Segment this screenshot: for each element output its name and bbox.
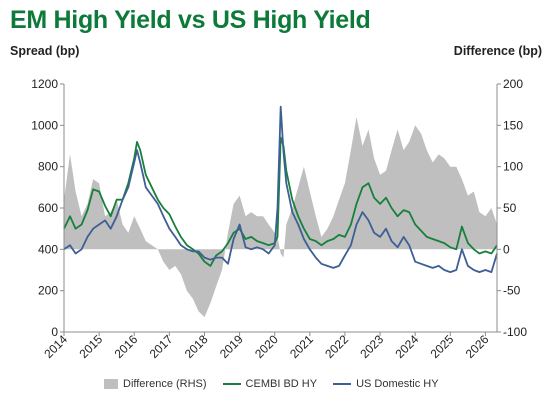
right-tick-label: 200 bbox=[503, 77, 523, 91]
x-tick-label: 2019 bbox=[217, 332, 246, 361]
x-tick-label: 2018 bbox=[182, 332, 211, 361]
x-tick-label: 2022 bbox=[322, 332, 351, 361]
right-tick-label: -100 bbox=[503, 325, 527, 339]
legend-item-cembi: CEMBI BD HY bbox=[222, 378, 318, 390]
right-tick-label: 50 bbox=[503, 201, 517, 215]
x-tick-label: 2023 bbox=[357, 332, 386, 361]
left-tick-label: 1200 bbox=[31, 77, 58, 91]
x-tick-label: 2026 bbox=[463, 332, 492, 361]
left-tick-label: 600 bbox=[38, 201, 58, 215]
legend-swatch-cembi bbox=[222, 383, 241, 385]
legend-item-difference: Difference (RHS) bbox=[104, 378, 207, 390]
series-area-difference-rhs bbox=[64, 117, 497, 318]
left-tick-label: 1000 bbox=[31, 118, 58, 132]
x-tick-label: 2016 bbox=[112, 332, 141, 361]
left-tick-label: 400 bbox=[38, 242, 58, 256]
chart-legend: Difference (RHS) CEMBI BD HY US Domestic… bbox=[104, 378, 455, 390]
x-tick-label: 2020 bbox=[252, 332, 281, 361]
difference-area-layer bbox=[64, 117, 497, 318]
series-lines-layer bbox=[63, 105, 498, 273]
x-tick-label: 2017 bbox=[147, 332, 176, 361]
legend-item-us-hy: US Domestic HY bbox=[333, 378, 439, 390]
left-axis-title: Spread (bp) bbox=[10, 44, 80, 58]
x-tick-label: 2021 bbox=[287, 332, 316, 361]
chart-title: EM High Yield vs US High Yield bbox=[10, 6, 371, 34]
legend-label-cembi: CEMBI BD HY bbox=[245, 378, 318, 390]
x-tick-label: 2015 bbox=[76, 332, 105, 361]
right-tick-label: 0 bbox=[503, 242, 510, 256]
legend-swatch-us-hy bbox=[333, 383, 352, 385]
legend-label-us-hy: US Domestic HY bbox=[356, 378, 439, 390]
left-tick-label: 800 bbox=[38, 160, 58, 174]
legend-label-difference: Difference (RHS) bbox=[123, 378, 207, 390]
right-tick-label: 150 bbox=[503, 118, 523, 132]
x-tick-label: 2014 bbox=[41, 332, 70, 361]
right-tick-label: 100 bbox=[503, 160, 523, 174]
left-tick-label: 0 bbox=[51, 325, 58, 339]
left-tick-label: 200 bbox=[38, 284, 58, 298]
x-tick-label: 2024 bbox=[393, 332, 422, 361]
series-line-us-domestic-hy bbox=[63, 105, 498, 273]
right-axis-title: Difference (bp) bbox=[453, 44, 542, 58]
right-tick-label: -50 bbox=[503, 284, 521, 298]
series-line-cembi-bd-hy bbox=[63, 136, 498, 267]
legend-swatch-difference bbox=[104, 379, 118, 389]
x-tick-label: 2025 bbox=[428, 332, 457, 361]
